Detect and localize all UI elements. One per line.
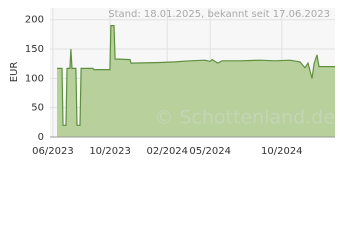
y-axis-label: EUR bbox=[9, 62, 20, 83]
x-tick-label: 10/2024 bbox=[261, 146, 303, 157]
chart: EUR Stand: 18.01.2025, bekannt seit 17.0… bbox=[9, 8, 335, 157]
x-tick-label: 05/2024 bbox=[189, 146, 231, 157]
marks bbox=[57, 25, 335, 138]
watermark: © Schottenland.de bbox=[154, 107, 335, 129]
y-tick-label: 200 bbox=[25, 15, 44, 26]
area bbox=[57, 25, 335, 138]
line bbox=[57, 25, 335, 126]
subtitle: Stand: 18.01.2025, bekannt seit 17.06.20… bbox=[108, 9, 330, 20]
y-tick-label: 150 bbox=[25, 44, 44, 55]
x-tick-label: 02/2024 bbox=[146, 146, 188, 157]
x-tick-label: 06/2023 bbox=[32, 146, 74, 157]
y-tick-label: 100 bbox=[25, 73, 44, 84]
x-tick-label: 10/2023 bbox=[89, 146, 131, 157]
y-tick-label: 0 bbox=[38, 132, 44, 143]
y-tick-label: 50 bbox=[31, 103, 44, 114]
